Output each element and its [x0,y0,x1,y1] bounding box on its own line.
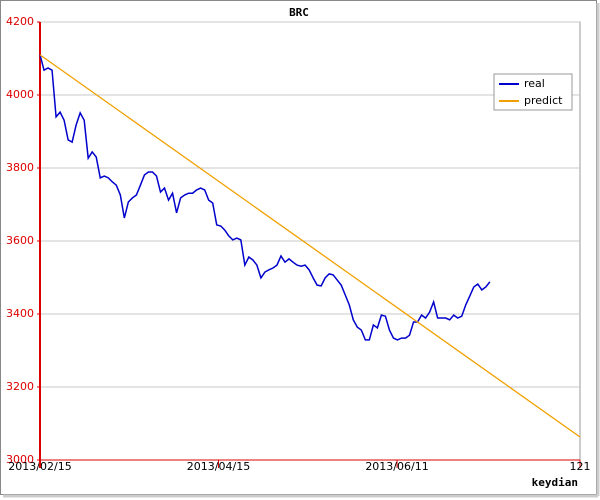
series-line [39,54,581,438]
legend-label: real [524,77,545,90]
series-line [39,54,491,341]
y-tick-label: 3600 [6,234,34,247]
x-tick-label: 2013/06/11 [365,460,428,473]
x-tick-label: 2013/04/15 [187,460,250,473]
legend-box [493,73,573,111]
y-tick-label: 3800 [6,161,34,174]
legend-label: predict [524,94,563,107]
y-tick-label: 3000 [6,453,34,466]
chart-title: BRC [289,6,309,19]
y-tick-label: 4000 [6,88,34,101]
y-tick-label: 4200 [6,15,34,28]
y-tick-label: 3400 [6,307,34,320]
x-tick-label: 121 [570,460,591,473]
x-axis-label: keydian [532,476,578,489]
y-tick-label: 3200 [6,380,34,393]
